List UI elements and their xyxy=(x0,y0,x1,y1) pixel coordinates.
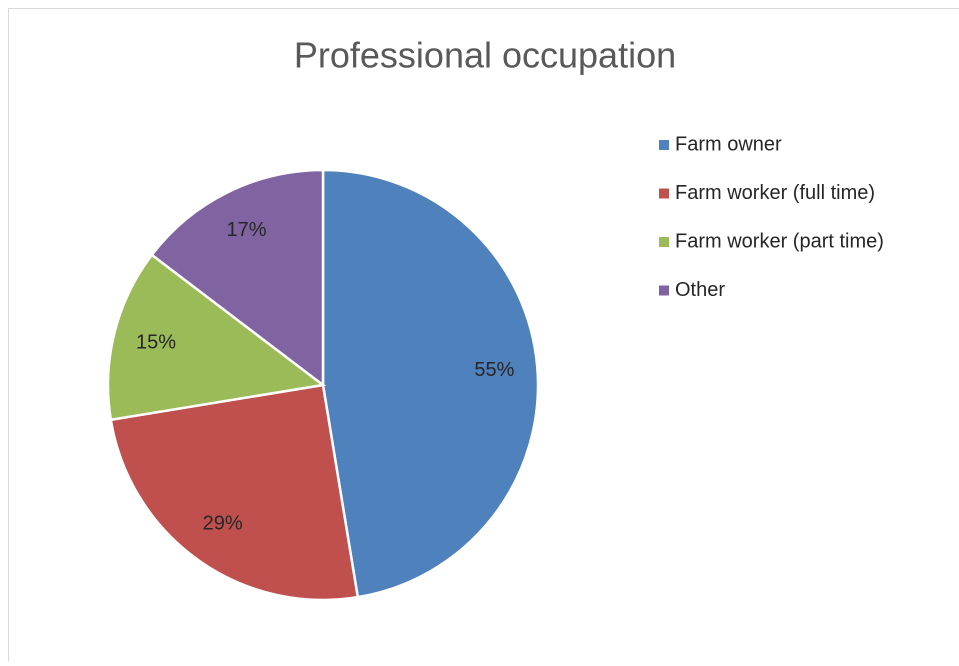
legend-label: Other xyxy=(675,279,725,301)
data-label: 15% xyxy=(136,332,176,354)
data-label-unit: % xyxy=(497,359,515,381)
legend-swatch xyxy=(659,286,669,296)
legend-swatch xyxy=(659,237,669,247)
data-label: 17% xyxy=(227,219,267,241)
data-label: 29% xyxy=(203,513,243,535)
data-label-value: 17 xyxy=(227,219,249,241)
data-label-unit: % xyxy=(225,513,243,535)
legend-label: Farm owner xyxy=(675,133,782,155)
legend-swatch xyxy=(659,189,669,199)
data-label-unit: % xyxy=(158,332,176,354)
legend-label: Farm worker (full time) xyxy=(675,182,875,204)
legend-label: Farm worker (part time) xyxy=(675,230,884,252)
data-label: 55% xyxy=(474,359,514,381)
data-label-value: 15 xyxy=(136,332,158,354)
data-label-value: 29 xyxy=(203,513,225,535)
chart-title: Professional occupation xyxy=(294,35,676,76)
data-label-value: 55 xyxy=(474,359,496,381)
legend-swatch xyxy=(659,140,669,150)
data-label-unit: % xyxy=(249,219,267,241)
